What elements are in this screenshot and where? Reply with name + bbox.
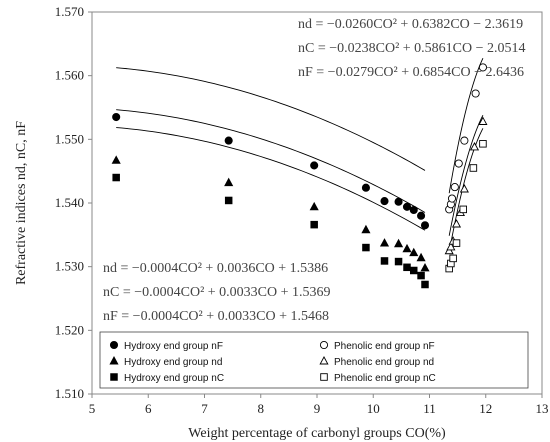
fit-curve xyxy=(116,67,426,171)
legend-marker xyxy=(109,356,119,365)
x-tick-label: 6 xyxy=(145,401,152,416)
legend: Hydroxy end group nF Phenolic end group n… xyxy=(99,331,529,389)
data-point xyxy=(469,164,478,172)
data-point xyxy=(394,257,403,266)
equation-top-nc: nC = −0.0238CO² + 0.5861CO − 2.0514 xyxy=(298,41,526,56)
equation-bottom-nf: nF = −0.0004CO² + 0.0033CO + 1.5468 xyxy=(103,309,329,324)
fit-curve xyxy=(116,109,426,213)
equations-top: nd = −0.0260CO² + 0.6382CO − 2.3619 nC =… xyxy=(298,17,526,80)
data-point xyxy=(361,224,371,234)
equation-top-nf: nF = −0.0279CO² + 0.6854CO − 2.6436 xyxy=(298,65,524,80)
y-tick-label: 1.520 xyxy=(55,322,84,337)
data-points xyxy=(111,63,488,289)
data-point xyxy=(469,142,480,151)
x-tick-label: 11 xyxy=(423,401,436,416)
data-point xyxy=(447,194,457,203)
data-point xyxy=(362,243,370,252)
legend-label: Hydroxy end group nC xyxy=(124,373,224,384)
x-tick-label: 9 xyxy=(314,401,321,416)
legend-marker xyxy=(319,340,329,350)
data-point xyxy=(112,173,120,182)
data-point xyxy=(361,183,370,192)
fit-curve xyxy=(448,58,484,194)
x-tick-label: 7 xyxy=(201,401,208,416)
data-point xyxy=(310,161,319,170)
fit-curve xyxy=(116,127,426,231)
data-point xyxy=(379,238,390,247)
data-point xyxy=(417,271,425,280)
y-tick-label: 1.540 xyxy=(55,195,84,210)
data-point xyxy=(402,202,412,211)
legend-box xyxy=(99,331,529,389)
data-point xyxy=(416,252,426,262)
data-point xyxy=(402,243,412,253)
data-point xyxy=(420,221,430,230)
legend-label: Hydroxy end group nd xyxy=(124,357,222,368)
x-tick-label: 13 xyxy=(536,401,549,416)
y-axis-ticks: 1.510 1.520 1.530 1.540 1.550 1.560 1.570 xyxy=(55,4,92,401)
data-point xyxy=(394,197,403,206)
y-tick-label: 1.560 xyxy=(55,68,84,83)
data-point xyxy=(478,116,488,125)
data-point xyxy=(452,239,461,247)
y-tick-label: 1.530 xyxy=(55,259,84,274)
legend-marker xyxy=(110,373,118,381)
y-tick-label: 1.550 xyxy=(55,131,84,146)
legend-label: Hydroxy end group nF xyxy=(124,341,223,352)
data-point xyxy=(380,257,389,265)
x-tick-label: 5 xyxy=(89,401,96,416)
data-point xyxy=(111,155,121,164)
data-point xyxy=(410,266,418,275)
data-point xyxy=(459,184,469,193)
legend-marker xyxy=(109,340,119,350)
data-point xyxy=(459,205,468,214)
y-axis-label: Refractive indices nd, nC, nF xyxy=(14,121,29,285)
legend-label: Phenolic end group nF xyxy=(334,341,435,352)
x-axis-label: Weight percentage of carbonyl groups CO(… xyxy=(188,426,446,441)
equations-bottom: nd = −0.0004CO² + 0.0036CO + 1.5386 nC =… xyxy=(103,261,331,324)
x-tick-label: 10 xyxy=(367,401,380,416)
data-point xyxy=(420,262,430,272)
data-point xyxy=(224,196,233,205)
data-point xyxy=(449,254,457,263)
equation-bottom-nc: nC = −0.0004CO² + 0.0033CO + 1.5369 xyxy=(103,285,331,300)
data-point xyxy=(471,89,480,98)
legend-marker xyxy=(319,356,329,365)
legend-label: Phenolic end group nd xyxy=(334,357,434,368)
data-point xyxy=(454,159,463,168)
data-point xyxy=(224,136,233,145)
x-tick-label: 12 xyxy=(479,401,492,416)
data-point xyxy=(479,140,487,148)
y-tick-label: 1.510 xyxy=(55,386,84,401)
data-point xyxy=(409,205,418,215)
x-tick-label: 8 xyxy=(258,401,265,416)
data-point xyxy=(112,113,121,122)
legend-label: Phenolic end group nC xyxy=(334,373,436,384)
data-point xyxy=(403,263,411,272)
data-point xyxy=(451,219,462,228)
data-point xyxy=(421,280,429,289)
equation-top-nd: nd = −0.0260CO² + 0.6382CO − 2.3619 xyxy=(298,17,523,32)
x-axis-ticks: 5 6 7 8 9 10 11 12 13 xyxy=(89,394,549,416)
data-point xyxy=(380,197,389,206)
data-point xyxy=(310,220,318,229)
data-point xyxy=(409,247,419,257)
fit-curve xyxy=(448,114,484,236)
data-point xyxy=(478,63,487,72)
data-point xyxy=(450,183,459,192)
data-point xyxy=(309,201,319,211)
data-point xyxy=(224,177,234,187)
y-tick-label: 1.570 xyxy=(55,4,84,19)
equation-bottom-nd: nd = −0.0004CO² + 0.0036CO + 1.5386 xyxy=(103,261,328,276)
data-point xyxy=(460,136,469,145)
data-point xyxy=(417,211,426,220)
data-point xyxy=(394,238,404,248)
legend-marker xyxy=(320,373,328,381)
